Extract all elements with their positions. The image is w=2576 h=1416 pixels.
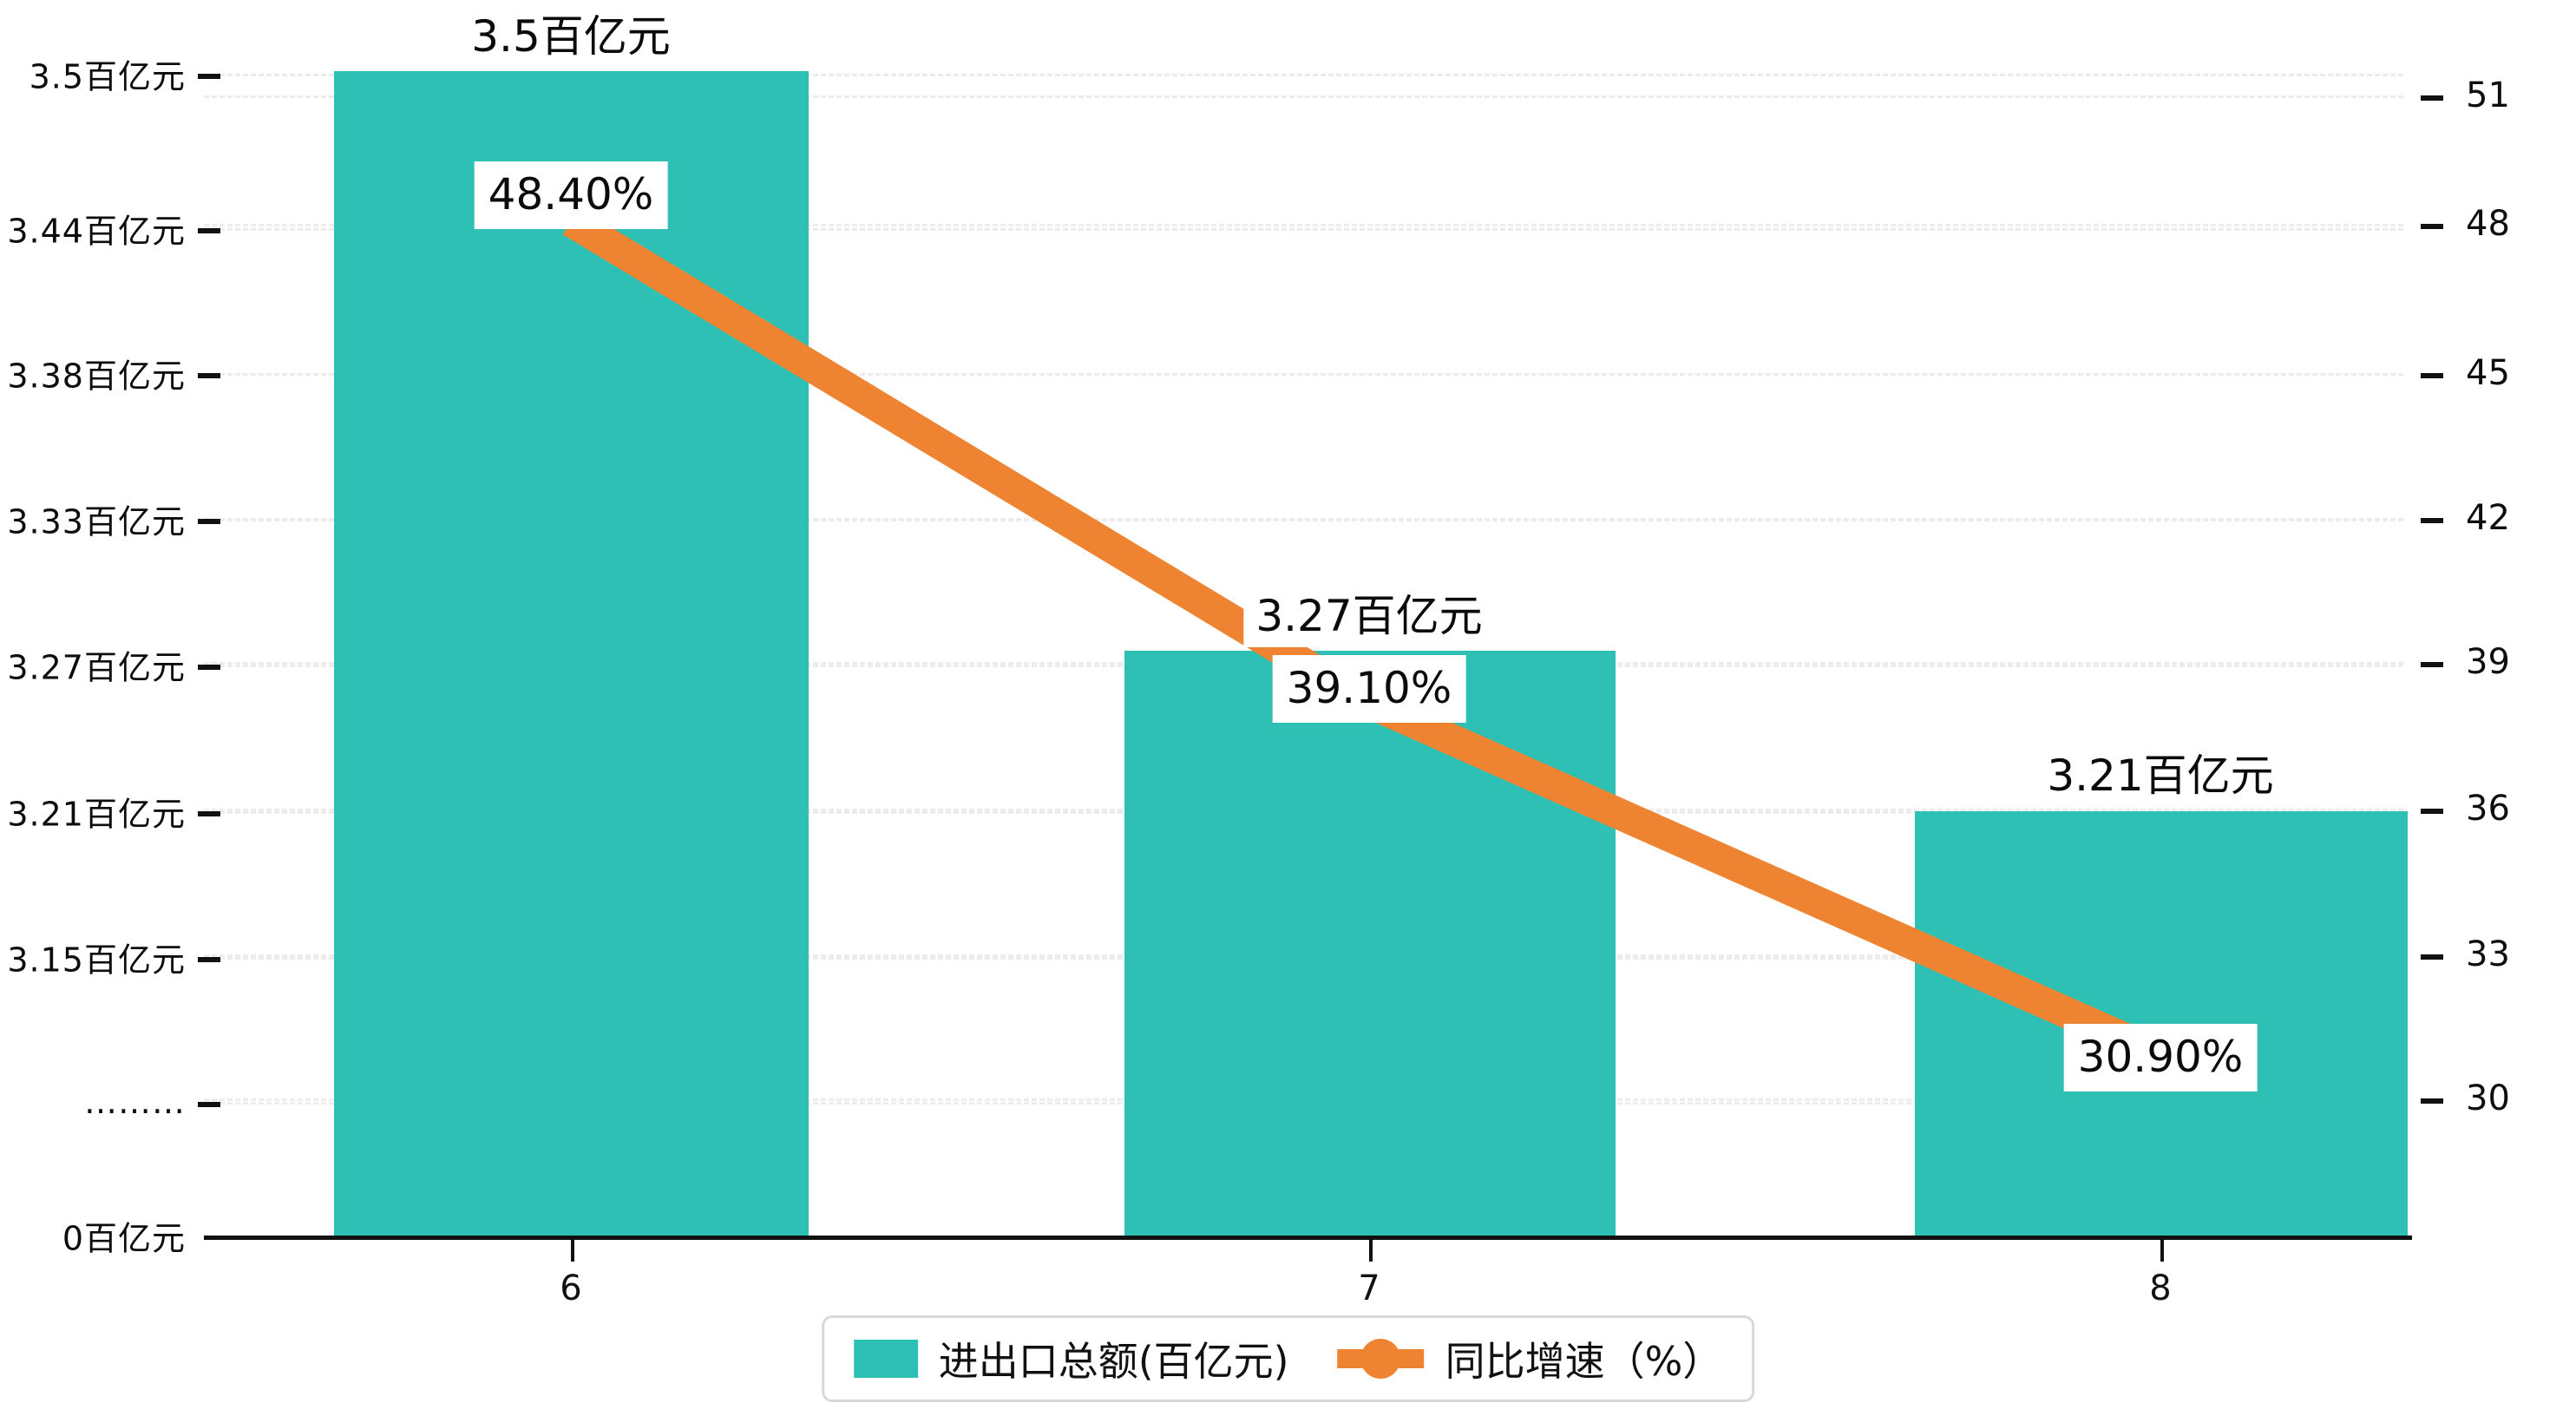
y-axis-right-label-42: 42 [2466, 498, 2510, 538]
y-axis-right-tick [2421, 518, 2443, 523]
x-tick [571, 1237, 574, 1262]
line-value-label: 30.90% [2063, 1024, 2258, 1092]
y-axis-right-tick [2421, 373, 2443, 378]
y-axis-right-tick [2421, 95, 2443, 101]
y-axis-left-tick [198, 811, 220, 816]
y-axis-right-label-30: 30 [2466, 1078, 2510, 1118]
x-axis-label-7: 7 [1358, 1268, 1380, 1308]
bar-swatch-icon [853, 1340, 918, 1378]
y-axis-left-label-3: 3.33百亿元 [7, 502, 186, 541]
y-axis-left-tick [198, 228, 220, 233]
bar-bar-6[interactable] [334, 71, 809, 1236]
y-axis-left-tick [198, 1102, 220, 1107]
y-axis-right-label-36: 36 [2466, 789, 2510, 829]
y-axis-left-label-4: 3.27百亿元 [7, 648, 186, 687]
legend-item-bar[interactable]: 进出口总额(百亿元) [853, 1330, 1289, 1387]
x-axis-label-8: 8 [2149, 1268, 2172, 1308]
y-axis-left-label-6: 3.15百亿元 [7, 941, 186, 980]
x-tick [2160, 1237, 2164, 1262]
y-axis-left-tick [198, 665, 220, 670]
y-axis-right-label-39: 39 [2466, 642, 2510, 682]
gridline [204, 74, 2403, 76]
y-axis-right-tick [2421, 954, 2443, 960]
legend-item-line[interactable]: 同比增速（%） [1337, 1330, 1723, 1387]
y-axis-left-tick [198, 957, 220, 962]
y-axis-right-tick [2421, 662, 2443, 667]
y-axis-left-label-7: ……… [84, 1083, 186, 1121]
y-axis-right-label-51: 51 [2466, 75, 2510, 115]
y-axis-right-label-33: 33 [2466, 934, 2510, 974]
line-value-label: 48.40% [474, 161, 668, 229]
legend-label-bar: 进出口总额(百亿元) [938, 1338, 1289, 1385]
gridline [204, 95, 2403, 98]
x-axis-line [204, 1236, 2412, 1240]
y-axis-left-tick [198, 74, 220, 79]
bar-value-label: 3.5百亿元 [459, 7, 683, 68]
y-axis-right-tick [2421, 809, 2443, 814]
y-axis-left-label-0: 3.5百亿元 [29, 57, 186, 96]
y-axis-right-label-48: 48 [2466, 204, 2510, 244]
line-swatch-icon [1337, 1339, 1425, 1379]
bar-value-label: 3.21百亿元 [2035, 746, 2286, 807]
y-axis-left-tick [198, 519, 220, 524]
y-axis-right-label-45: 45 [2466, 353, 2510, 393]
x-axis-label-6: 6 [560, 1268, 582, 1308]
x-tick [1369, 1237, 1373, 1262]
legend-label-line: 同比增速（%） [1445, 1338, 1723, 1385]
y-axis-left-label-5: 3.21百亿元 [7, 795, 186, 834]
y-axis-left-label-1: 3.44百亿元 [7, 212, 186, 251]
line-value-label: 39.10% [1272, 655, 1466, 723]
y-axis-left-label-8: 0百亿元 [62, 1219, 186, 1258]
y-axis-left-tick [198, 373, 220, 378]
bar-value-label: 3.27百亿元 [1243, 587, 1495, 647]
y-axis-left-label-2: 3.38百亿元 [7, 357, 186, 396]
bar-bar-7[interactable] [1124, 651, 1616, 1236]
chart-legend[interactable]: 进出口总额(百亿元) 同比增速（%） [821, 1315, 1755, 1402]
y-axis-right-tick [2421, 1098, 2443, 1104]
y-axis-right-tick [2421, 224, 2443, 229]
